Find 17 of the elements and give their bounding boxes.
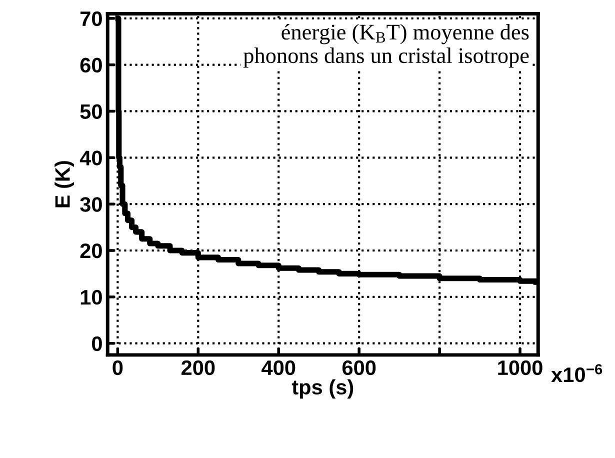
x-tick-label: 200 [181,360,215,376]
x-tick-label: 600 [342,360,376,376]
y-tick-label: 0 [92,336,102,352]
y-axis-title: E (K) [54,161,74,208]
y-tick-label: 70 [80,11,102,26]
x-axis-title: tps (s) [292,379,354,399]
x-tick-label: 1000 [498,360,542,376]
x-tick-label: 0 [112,360,123,376]
y-tick-label: 10 [80,290,102,305]
y-tick-label: 40 [80,150,102,166]
y-tick-label: 60 [80,58,102,73]
x-tick-label: 400 [262,360,296,376]
text: x10$^{−6}$ [551,364,602,382]
y-tick-label: 20 [80,244,102,258]
y-tick-label: 50 [80,104,102,119]
annotation: énergie (K$_{B}$T) moyenne des phonons dans un cristal isotrope [243,24,529,68]
y-tick-label: 30 [80,197,102,212]
